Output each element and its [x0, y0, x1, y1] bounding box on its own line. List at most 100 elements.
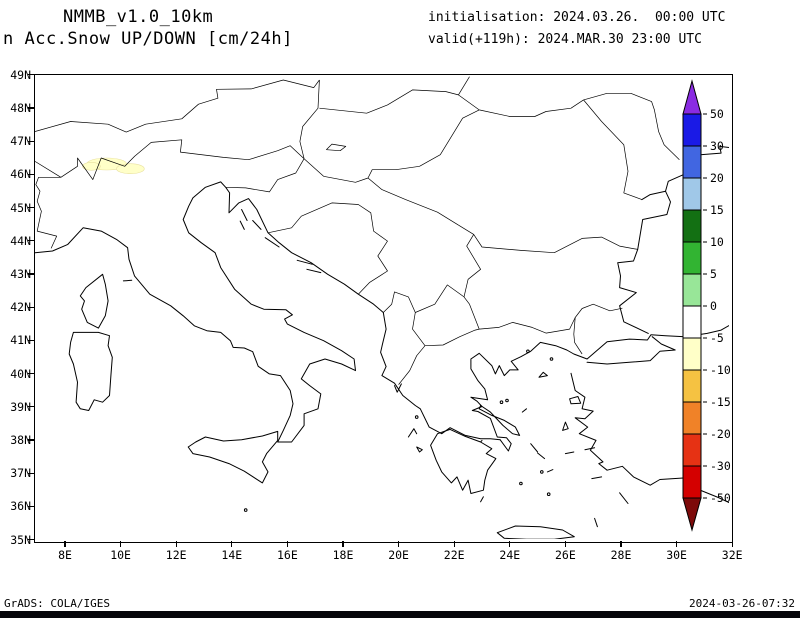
lon-tick [231, 541, 233, 547]
lat-tick [28, 472, 34, 474]
coastline-path [562, 421, 569, 431]
country-border-path [479, 303, 623, 334]
lat-axis-label: 35N [10, 532, 31, 547]
coastline-path [584, 447, 596, 451]
colorbar-label: -5 [710, 331, 724, 345]
lat-tick [28, 273, 34, 275]
coastline-path [306, 268, 322, 274]
lon-axis-label: 28E [610, 548, 632, 562]
coastline-path [296, 259, 313, 265]
grads-credit: GrADS: COLA/IGES [4, 597, 110, 610]
colorbar-label: -15 [710, 395, 731, 409]
coastline-path [521, 408, 527, 413]
country-border-path [326, 143, 347, 152]
country-border-path [583, 99, 643, 200]
coastline-path [68, 331, 113, 411]
colorbar-label: 20 [710, 171, 724, 185]
colorbar-label: 50 [710, 107, 724, 121]
colorbar-segment [682, 369, 702, 403]
lon-tick [175, 541, 177, 547]
coastline-path [537, 452, 546, 460]
lon-axis-label: 20E [388, 548, 409, 562]
lat-axis-label: 45N [10, 200, 31, 215]
colorbar-arrow-bottom [682, 497, 702, 532]
lon-tick [342, 541, 344, 547]
colorbar-label: 0 [710, 299, 717, 313]
coastline-path [586, 336, 676, 365]
lat-tick [28, 206, 34, 209]
initialisation-time: initialisation: 2024.03.26. 00:00 UTC [428, 10, 726, 25]
coastline-path [617, 190, 671, 334]
lat-axis-label: 43N [10, 266, 31, 281]
lat-tick [28, 306, 34, 308]
lon-axis-label: 32E [721, 548, 743, 562]
country-border-path [319, 89, 480, 114]
lon-tick [620, 541, 622, 547]
colorbar-arrow-top [682, 79, 702, 115]
country-border-path [463, 234, 481, 297]
country-border-path [398, 345, 426, 385]
colorbar-label: 10 [710, 235, 724, 249]
lon-tick [564, 541, 566, 547]
colorbar-segment [682, 241, 702, 275]
coastline-path [569, 396, 582, 405]
coastline-path [394, 383, 402, 393]
colorbar-label: -30 [710, 459, 731, 473]
colorbar-label: -10 [710, 363, 731, 377]
island-dot [519, 481, 523, 486]
colorbar-label: 30 [710, 139, 724, 153]
country-border-path [412, 284, 480, 347]
snow-patch [116, 163, 145, 174]
country-border-path [367, 177, 459, 226]
lat-axis-label: 40N [10, 366, 31, 381]
colorbar-segment [682, 177, 702, 211]
colorbar-segment [682, 401, 702, 435]
coastline-path [480, 496, 484, 503]
lon-axis-label: 26E [555, 548, 576, 562]
island-dot [540, 470, 544, 474]
country-border-path [35, 139, 305, 180]
colorbar-segment [682, 145, 702, 179]
coastline-path [594, 517, 598, 528]
lat-tick [28, 373, 34, 375]
island-dot [549, 357, 554, 361]
coastline-path [470, 324, 729, 452]
coastline-path [546, 469, 554, 473]
coastline-path [122, 279, 133, 282]
lon-tick [398, 541, 400, 547]
lat-axis-label: 39N [10, 399, 31, 414]
lon-tick [120, 541, 122, 547]
coastline-path [79, 273, 109, 329]
coastline-path [538, 371, 548, 378]
island-dot [414, 415, 419, 419]
country-border-path [458, 224, 638, 254]
coastline-path [239, 220, 245, 230]
lat-axis-label: 49N [10, 67, 31, 82]
colorbar-label: 5 [710, 267, 717, 281]
coastline-path [407, 428, 418, 438]
country-border-path [458, 76, 470, 96]
lat-axis-label: 38N [10, 433, 31, 448]
coastline-path [530, 443, 539, 453]
colorbar-segment [682, 433, 702, 467]
colorbar-segment [682, 209, 702, 243]
colorbar-label: -50 [710, 491, 731, 505]
lon-axis-label: 14E [221, 548, 243, 562]
creation-timestamp: 2024-03-26-07:32 [689, 597, 795, 610]
island-dot [505, 398, 509, 403]
island-dot [243, 508, 248, 512]
country-border-path [573, 317, 583, 355]
coastline-path [187, 430, 279, 484]
lon-tick [453, 541, 455, 547]
lat-axis-label: 48N [10, 100, 31, 115]
colorbar-label: 15 [710, 203, 724, 217]
country-border-path [479, 99, 584, 117]
colorbar-segment [682, 305, 702, 339]
window-edge-bar [0, 611, 800, 618]
lat-tick [28, 173, 34, 175]
lat-tick [28, 339, 34, 341]
coastline-path [570, 372, 729, 504]
lat-axis-label: 47N [10, 134, 31, 149]
colorbar-segment [682, 113, 702, 147]
